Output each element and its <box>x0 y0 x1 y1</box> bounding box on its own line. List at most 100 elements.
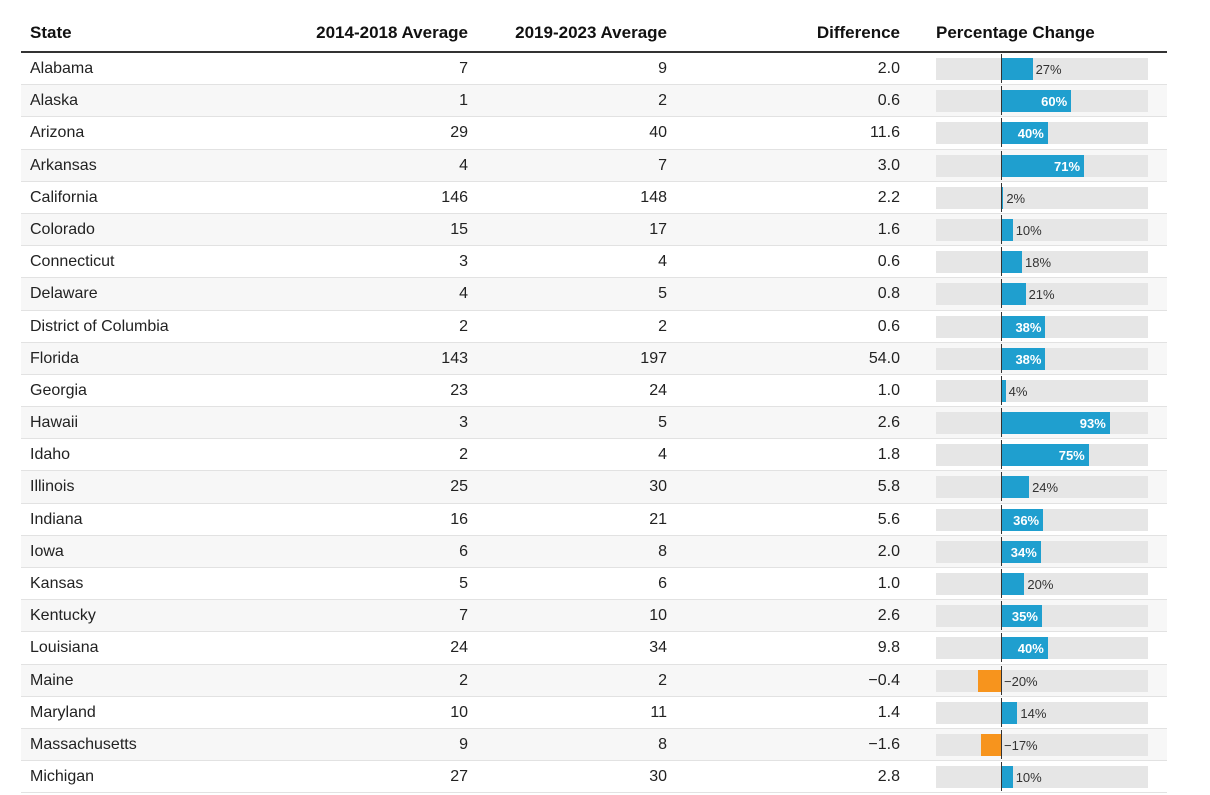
table-row: Illinois 25 30 5.8 24% <box>21 471 1167 504</box>
cell-avg-2014-2018: 7 <box>459 60 468 77</box>
zero-axis-line <box>1001 54 1002 83</box>
cell-avg-2014-2018: 29 <box>450 124 468 142</box>
zero-axis-line <box>1001 375 1002 405</box>
bar-value-label: 21% <box>1028 287 1055 303</box>
bar-value-label: 93% <box>1079 416 1106 432</box>
bar-track <box>936 251 1148 274</box>
bar-value-label: 10% <box>1015 222 1042 238</box>
table-row: Alabama 7 9 2.0 27% <box>21 53 1167 86</box>
bar-track <box>936 573 1148 595</box>
cell-avg-2014-2018: 10 <box>450 703 468 721</box>
cell-difference: 1.0 <box>877 381 900 399</box>
cell-avg-2014-2018: 4 <box>459 156 468 174</box>
zero-axis-line <box>1001 150 1002 180</box>
bar-track <box>936 379 1148 402</box>
header-difference[interactable]: Difference <box>816 23 900 42</box>
table-row: Kansas 5 6 1.0 20% <box>21 568 1167 601</box>
cell-state: Kentucky <box>30 607 96 625</box>
bar-value-label: 40% <box>1017 641 1044 657</box>
bar-positive <box>1001 412 1110 435</box>
cell-avg-2014-2018: 2 <box>459 671 468 689</box>
bar-negative <box>981 733 1001 756</box>
header-state[interactable]: State <box>30 23 72 42</box>
bar-track <box>936 476 1148 499</box>
table-row: Massachusetts 9 8 −1.6 −17% <box>21 728 1167 762</box>
cell-state: Iowa <box>30 542 64 560</box>
cell-state: Alabama <box>30 60 94 77</box>
zero-axis-line <box>1001 311 1002 341</box>
header-avg-2019-2023[interactable]: 2019-2023 Average <box>515 23 667 42</box>
cell-state: Arkansas <box>30 156 97 174</box>
cell-avg-2019-2023: 2 <box>658 317 667 335</box>
bar-value-label: 20% <box>1027 577 1054 592</box>
cell-avg-2019-2023: 8 <box>658 735 667 753</box>
zero-axis-line <box>1001 118 1002 148</box>
bar-value-label: 75% <box>1058 448 1085 464</box>
cell-state: California <box>30 188 98 206</box>
bar-positive <box>1001 90 1072 113</box>
bar-track <box>936 669 1148 692</box>
bar-track <box>936 218 1148 241</box>
cell-difference: 9.8 <box>877 639 900 657</box>
table-row: District of Columbia 2 2 0.6 38% <box>21 311 1167 343</box>
header-percentage-change[interactable]: Percentage Change <box>936 23 1095 42</box>
cell-avg-2019-2023: 2 <box>658 92 667 110</box>
cell-difference: 2.2 <box>877 188 900 206</box>
bar-value-label: −17% <box>1004 737 1038 753</box>
cell-state: District of Columbia <box>30 317 169 335</box>
cell-avg-2019-2023: 5 <box>658 414 667 432</box>
cell-avg-2019-2023: 10 <box>649 607 667 625</box>
bar-track <box>936 186 1148 209</box>
cell-state: Colorado <box>30 220 95 238</box>
header-avg-2014-2018[interactable]: 2014-2018 Average <box>316 23 468 42</box>
cell-difference: 1.6 <box>877 220 900 238</box>
table-row: Maryland 10 11 1.4 14% <box>21 697 1167 729</box>
zero-axis-line <box>1001 86 1002 116</box>
bar-value-label: 38% <box>1015 319 1042 335</box>
cell-difference: 2.6 <box>877 414 900 432</box>
table-row: Iowa 6 8 2.0 34% <box>21 535 1167 568</box>
bar-value-label: 36% <box>1013 512 1040 528</box>
cell-difference: 3.0 <box>877 156 900 174</box>
cell-difference: 2.6 <box>877 607 900 625</box>
bar-value-label: 34% <box>1010 544 1037 560</box>
cell-difference: 0.6 <box>877 317 900 335</box>
zero-axis-line <box>1001 601 1002 631</box>
cell-state: Maine <box>30 671 74 689</box>
cell-difference: 1.8 <box>877 446 900 464</box>
cell-avg-2019-2023: 21 <box>649 510 667 528</box>
cell-avg-2019-2023: 8 <box>658 542 667 560</box>
cell-state: Illinois <box>30 478 75 496</box>
cell-avg-2014-2018: 15 <box>450 220 468 238</box>
cell-state: Connecticut <box>30 253 115 271</box>
zero-axis-line <box>1001 279 1002 309</box>
cell-avg-2019-2023: 148 <box>640 188 667 206</box>
bar-positive <box>1001 315 1046 338</box>
zero-axis-line <box>1001 247 1002 277</box>
cell-avg-2014-2018: 3 <box>459 414 468 432</box>
zero-axis-line <box>1001 472 1002 502</box>
cell-difference: 11.6 <box>870 124 900 142</box>
bar-positive <box>1001 508 1044 531</box>
bar-positive <box>1001 379 1006 402</box>
cell-avg-2019-2023: 34 <box>649 639 667 657</box>
bar-positive <box>1001 186 1004 209</box>
bar-positive <box>1001 605 1042 628</box>
cell-state: Michigan <box>30 768 95 786</box>
bar-positive <box>1001 218 1013 241</box>
cell-state: Delaware <box>30 285 98 303</box>
bar-track <box>936 766 1148 789</box>
cell-avg-2014-2018: 3 <box>459 253 468 271</box>
cell-avg-2019-2023: 24 <box>649 381 667 399</box>
cell-difference: 0.8 <box>877 285 900 303</box>
bar-positive <box>1001 347 1046 370</box>
cell-difference: −1.6 <box>868 735 900 753</box>
bar-positive <box>1001 476 1030 499</box>
zero-axis-line <box>1001 440 1002 470</box>
table-row: California 146 148 2.2 2% <box>21 182 1167 214</box>
table-row: Florida 143 197 54.0 38% <box>21 342 1167 375</box>
zero-axis-line <box>1001 665 1002 695</box>
table-row: Indiana 16 21 5.6 36% <box>21 504 1167 536</box>
cell-difference: 5.8 <box>877 478 900 496</box>
bar-negative <box>977 669 1001 692</box>
